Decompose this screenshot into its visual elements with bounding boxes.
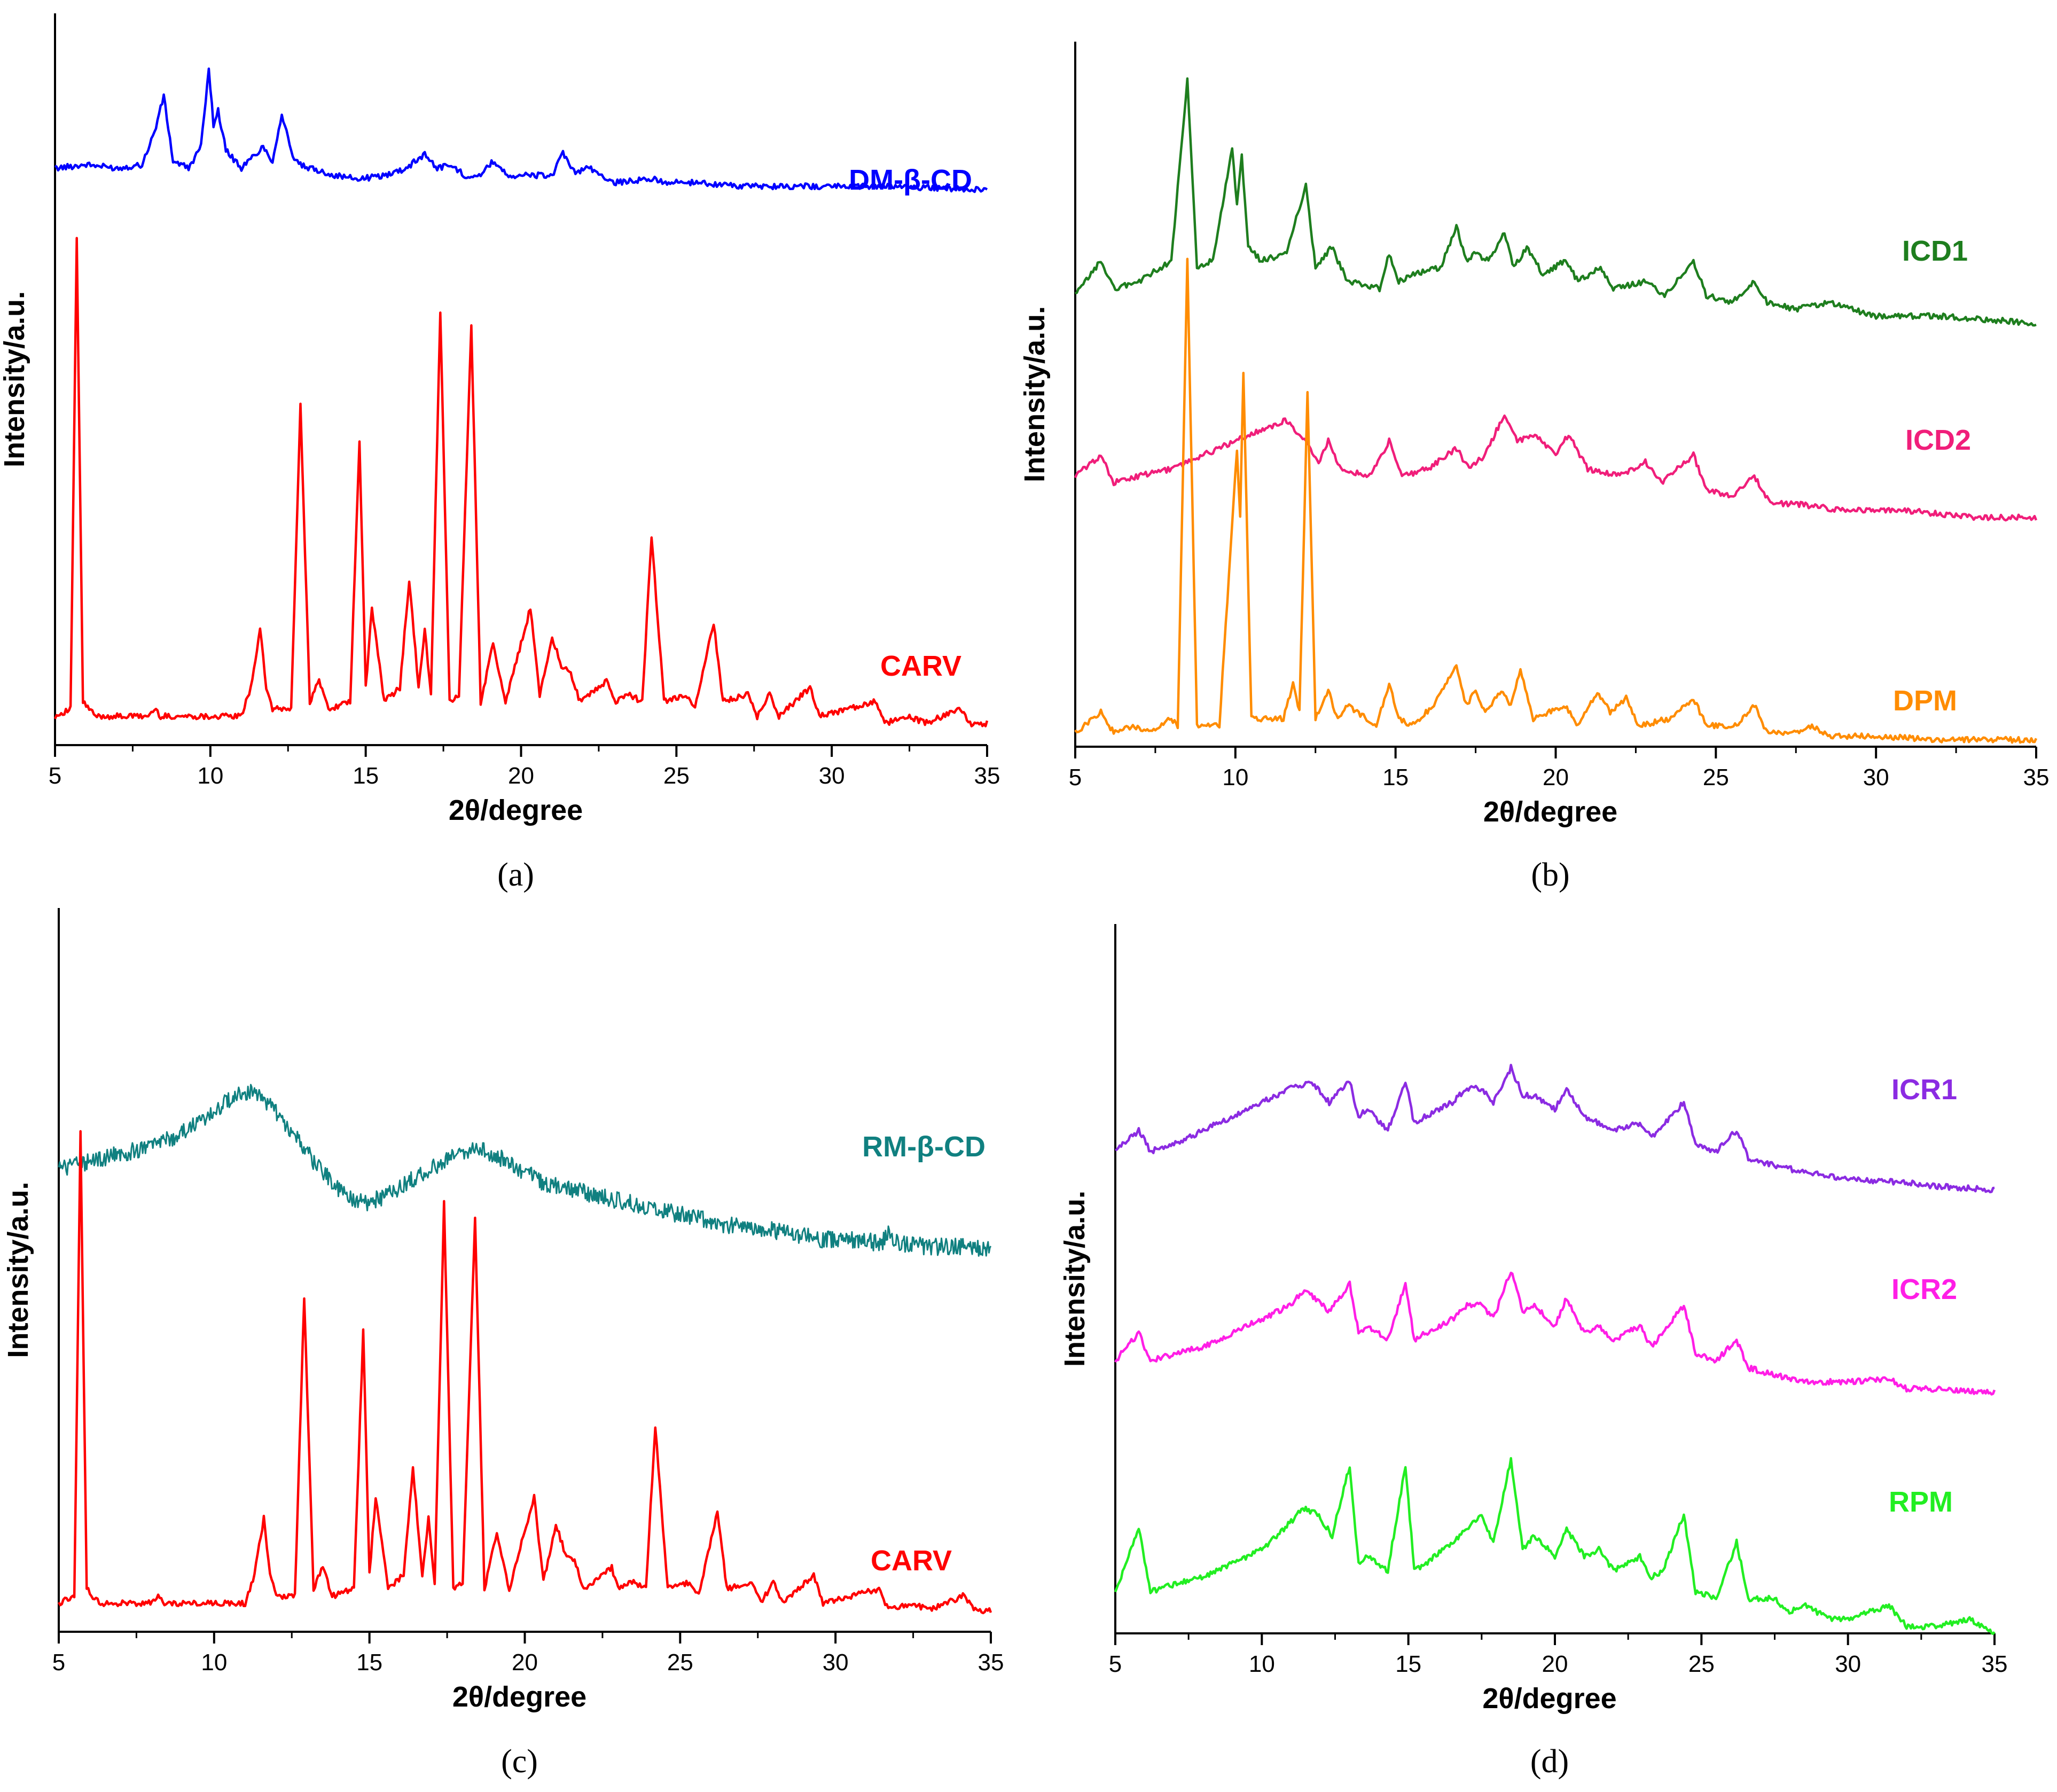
x-tick-label: 20	[1542, 1651, 1568, 1677]
x-tick-label: 25	[667, 1649, 693, 1676]
series-label: ICR2	[1891, 1273, 1957, 1305]
series-line-rpm	[1114, 1457, 1996, 1636]
x-tick-label: 10	[201, 1649, 227, 1676]
x-tick-label: 35	[2023, 764, 2050, 791]
x-tick-label: 20	[508, 763, 534, 789]
panel-a: 5 10 15 20 25 30 35 2θ/degree Intensity/a.u. (a) D…	[0, 13, 1000, 893]
x-axis-title: 2θ/degree	[449, 794, 583, 826]
panel-caption: (b)	[1531, 857, 1569, 893]
x-tick-label: 25	[663, 763, 690, 789]
panel-caption: (c)	[501, 1743, 538, 1780]
x-axis-title: 2θ/degree	[1482, 1683, 1616, 1715]
x-tick-label: 15	[1382, 764, 1409, 791]
y-axis-title: Intensity/a.u.	[2, 1181, 34, 1358]
y-axis-title: Intensity/a.u.	[1019, 306, 1051, 482]
series-line-dm-cd	[54, 67, 988, 193]
x-tick-label: 5	[52, 1649, 65, 1676]
series-label: RPM	[1889, 1486, 1953, 1518]
series-line-icr1	[1115, 1063, 1995, 1194]
series-label: ICD1	[1902, 235, 1968, 267]
x-tick-label: 15	[356, 1649, 382, 1676]
series-line-icd1	[1074, 77, 2037, 327]
panel-b: 5 10 15 20 25 30 35 2θ/degree Intensity/a.u. (b) I…	[1019, 42, 2049, 893]
x-tick-label: 20	[1543, 764, 1569, 791]
x-tick-label: 25	[1688, 1651, 1715, 1677]
x-tick-label: 15	[353, 763, 379, 789]
x-tick-label: 5	[1069, 764, 1082, 791]
x-tick-label: 30	[819, 763, 845, 789]
x-tick-label: 35	[974, 763, 1000, 789]
series-label: CARV	[880, 650, 961, 682]
series-line-icr2	[1114, 1271, 1996, 1396]
series-label: DM-β-CD	[849, 164, 972, 196]
panel-caption: (d)	[1530, 1743, 1569, 1780]
panel-d: 5 10 15 20 25 30 35 2θ/degree Intensity/a.u. (d) I…	[1059, 924, 2007, 1780]
series-label: ICR1	[1891, 1074, 1957, 1106]
panel-caption: (a)	[497, 857, 534, 893]
series-label: CARV	[871, 1545, 952, 1577]
x-tick-label: 5	[49, 763, 61, 789]
x-tick-label: 20	[512, 1649, 538, 1676]
x-axis-title: 2θ/degree	[1483, 796, 1617, 828]
x-tick-label: 25	[1703, 764, 1729, 791]
series-line-carv	[53, 237, 989, 727]
x-axis-title: 2θ/degree	[452, 1681, 586, 1713]
panel-c: 5 10 15 20 25 30 35 2θ/degree Intensity/a.u. (c) R…	[2, 908, 1004, 1780]
series-label: RM-β-CD	[862, 1131, 986, 1163]
series-line-rm-cd	[58, 1084, 992, 1257]
x-tick-label: 10	[1222, 764, 1248, 791]
y-axis-title: Intensity/a.u.	[0, 291, 30, 467]
x-tick-label: 10	[197, 763, 223, 789]
series-line-icd2	[1074, 414, 2038, 522]
x-tick-label: 10	[1249, 1651, 1275, 1677]
series-label: DPM	[1893, 685, 1957, 717]
x-tick-label: 35	[1982, 1651, 2008, 1677]
x-tick-label: 5	[1109, 1651, 1122, 1677]
series-line-dpm	[1074, 257, 2038, 744]
x-tick-label: 35	[978, 1649, 1004, 1676]
y-axis-title: Intensity/a.u.	[1059, 1191, 1091, 1367]
x-tick-label: 30	[1835, 1651, 1861, 1677]
series-line-carv	[58, 1130, 992, 1615]
x-tick-label: 30	[823, 1649, 849, 1676]
x-tick-label: 15	[1395, 1651, 1421, 1677]
x-tick-label: 30	[1863, 764, 1889, 791]
series-label: ICD2	[1905, 424, 1971, 456]
